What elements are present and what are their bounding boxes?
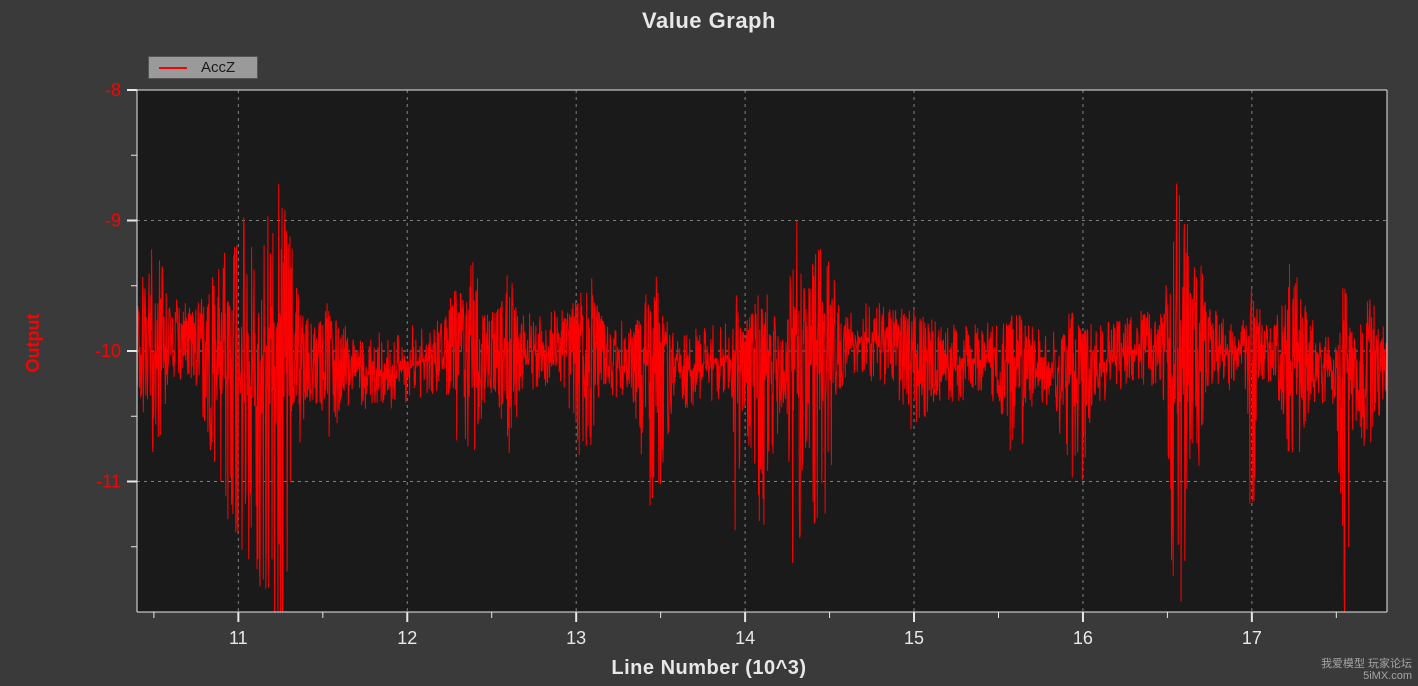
svg-text:-9: -9 [105, 211, 121, 231]
watermark-line-2: 5iMX.com [1321, 670, 1412, 682]
svg-text:-8: -8 [105, 80, 121, 100]
plot-area[interactable] [137, 90, 1387, 612]
svg-text:16: 16 [1073, 628, 1093, 648]
svg-text:-10: -10 [95, 341, 121, 361]
legend-line-swatch [159, 67, 187, 69]
legend-label: AccZ [201, 59, 235, 76]
svg-text:-11: -11 [96, 472, 121, 492]
svg-text:13: 13 [566, 628, 586, 648]
svg-text:17: 17 [1242, 628, 1262, 648]
svg-text:12: 12 [397, 628, 417, 648]
chart-container: Value Graph Output Line Number (10^3) Ac… [0, 0, 1418, 686]
x-axis-label: Line Number (10^3) [0, 657, 1418, 680]
y-axis-label: Output [23, 314, 44, 373]
svg-text:14: 14 [735, 628, 755, 648]
svg-text:11: 11 [229, 628, 248, 648]
svg-text:15: 15 [904, 628, 924, 648]
legend[interactable]: AccZ [148, 56, 258, 79]
chart-svg [137, 90, 1387, 612]
watermark: 我爱模型 玩家论坛 5iMX.com [1321, 658, 1412, 682]
chart-title: Value Graph [0, 8, 1418, 34]
watermark-line-1: 我爱模型 玩家论坛 [1321, 658, 1412, 670]
